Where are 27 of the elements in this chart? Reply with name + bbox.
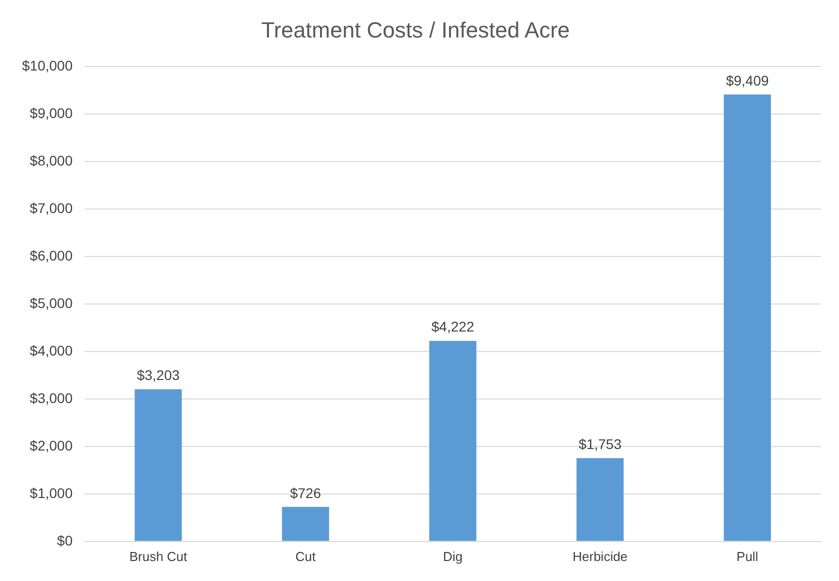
- data-label: $726: [290, 484, 322, 501]
- data-label: $3,203: [136, 367, 180, 384]
- y-tick-label: $1,000: [30, 484, 73, 501]
- bar: [282, 506, 330, 541]
- data-label: $4,222: [431, 318, 474, 335]
- y-tick-label: $7,000: [30, 200, 73, 216]
- y-tick-label: $9,000: [30, 104, 73, 121]
- x-tick-label: Dig: [443, 548, 463, 564]
- y-tick-label: $8,000: [30, 152, 73, 168]
- y-tick-label: $4,000: [30, 342, 73, 358]
- y-tick-label: $6,000: [30, 247, 73, 264]
- chart-title: Treatment Costs / Infested Acre: [261, 17, 570, 42]
- data-label: $9,409: [726, 72, 769, 88]
- y-tick-label: $3,000: [30, 390, 73, 406]
- y-tick-label: $5,000: [30, 294, 73, 311]
- x-tick-label: Pull: [736, 548, 758, 564]
- y-tick-label: $0: [57, 532, 73, 548]
- x-tick-label: Herbicide: [572, 548, 628, 564]
- bar: [576, 458, 624, 541]
- x-tick-label: Brush Cut: [129, 548, 188, 564]
- x-tick-label: Cut: [295, 548, 316, 564]
- bar: [429, 340, 476, 541]
- bar: [724, 94, 771, 541]
- y-tick-label: $10,000: [22, 57, 73, 74]
- y-tick-label: $2,000: [30, 437, 73, 454]
- data-label: $1,753: [578, 436, 622, 452]
- bar: [134, 389, 182, 541]
